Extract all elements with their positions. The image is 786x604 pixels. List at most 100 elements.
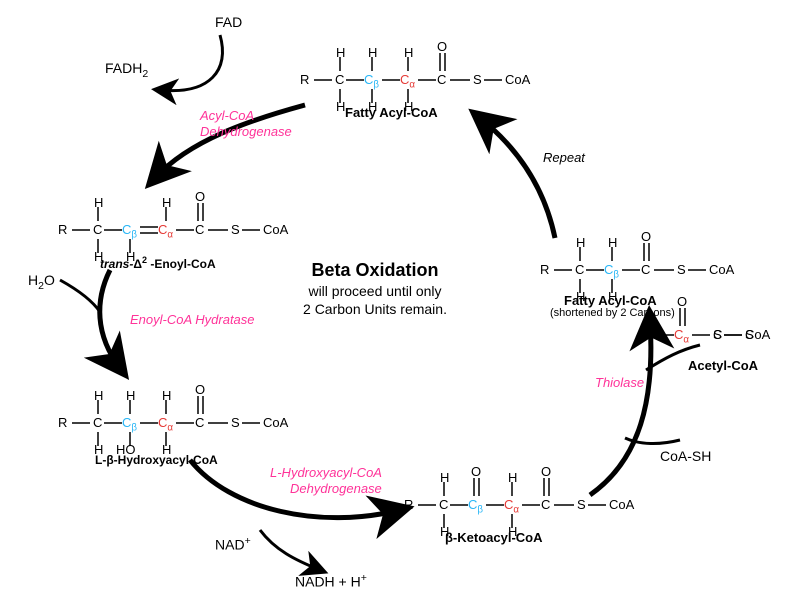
- title-main: Beta Oxidation: [275, 260, 475, 281]
- a: S: [231, 415, 240, 430]
- a: C: [335, 72, 344, 87]
- a: CoA: [263, 222, 288, 237]
- enzyme-hydroxyacyl-coa-dehydrogenase-1: L-Hydroxyacyl-CoA: [270, 465, 382, 480]
- a: C: [641, 262, 650, 277]
- a: C: [364, 72, 373, 87]
- enzyme-hydroxyacyl-coa-dehydrogenase-2: Dehydrogenase: [290, 481, 382, 496]
- enzyme-acyl-coa-dehydrogenase-2: Dehydrogenase: [200, 124, 292, 139]
- a: H: [608, 289, 617, 304]
- cofactor-nad-sup: +: [245, 535, 251, 547]
- a: H: [126, 249, 135, 264]
- name-hydroxyacyl-coa: L-β-Hydroxyacyl-CoA: [95, 453, 218, 467]
- a: C: [400, 72, 409, 87]
- a: H: [404, 45, 413, 60]
- a: S: [231, 222, 240, 237]
- a: R: [540, 262, 549, 277]
- struct-acetyl-coa-tail: S CoA: [642, 290, 786, 363]
- cofactor-nad-text: NAD: [215, 537, 245, 553]
- a: H: [336, 45, 345, 60]
- cofactor-nadh-sup: +: [361, 572, 367, 584]
- a: R: [300, 72, 309, 87]
- a: α: [167, 423, 173, 434]
- a: H: [336, 99, 345, 114]
- a: C: [541, 497, 550, 512]
- cofactor-fad: FAD: [215, 14, 242, 30]
- struct-enoyl-coa: R C H H Cβ H Cα H C O S CoA: [58, 185, 298, 255]
- a: O: [641, 229, 651, 244]
- title-sub2: 2 Carbon Units remain.: [275, 300, 475, 318]
- a: CoA: [709, 262, 734, 277]
- a: H: [508, 524, 517, 539]
- cofactor-nadh-text: NADH + H: [295, 574, 361, 590]
- struct-hydroxyacyl-coa: R C H H Cβ H HO Cα H H C O S CoA: [58, 378, 298, 453]
- struct-ketoacyl-coa: R C H H Cβ O Cα H H C O S CoA: [404, 460, 644, 530]
- a: C: [93, 222, 102, 237]
- name-fatty-acyl-coa: Fatty Acyl-CoA: [345, 105, 438, 120]
- a: O: [195, 382, 205, 397]
- a: CoA: [263, 415, 288, 430]
- a: H: [576, 289, 585, 304]
- a: C: [468, 497, 477, 512]
- a: R: [404, 497, 413, 512]
- a: O: [541, 464, 551, 479]
- a: CoA: [505, 72, 530, 87]
- a: C: [122, 222, 131, 237]
- repeat-label: Repeat: [543, 150, 585, 165]
- a: H: [508, 470, 517, 485]
- cofactor-fadh2-text: FADH: [105, 60, 142, 76]
- a: β: [131, 230, 137, 241]
- a: C: [93, 415, 102, 430]
- a: H: [94, 249, 103, 264]
- cofactor-h2o-o: O: [44, 272, 55, 288]
- a: H: [576, 235, 585, 250]
- struct-fatty-acyl-coa-short: R C H H Cβ H H C O S CoA: [540, 225, 740, 295]
- enzyme-thiolase: Thiolase: [595, 375, 644, 390]
- a: β: [373, 80, 379, 91]
- enzyme-acyl-coa-dehydrogenase-1: Acyl-CoA: [200, 108, 254, 123]
- a: S: [473, 72, 482, 87]
- a: β: [477, 505, 483, 516]
- a: C: [195, 415, 204, 430]
- a: O: [195, 189, 205, 204]
- a: H: [440, 524, 449, 539]
- name-ketoacyl-coa: β-Ketoacyl-CoA: [445, 530, 543, 545]
- a: C: [122, 415, 131, 430]
- a: β: [613, 270, 619, 281]
- a: CoA: [609, 497, 634, 512]
- a: HO: [116, 442, 136, 457]
- cofactor-nad: NAD+: [215, 535, 251, 553]
- a: H: [94, 388, 103, 403]
- cofactor-h2o-h: H: [28, 272, 38, 288]
- a: O: [471, 464, 481, 479]
- a: H: [162, 195, 171, 210]
- a: C: [504, 497, 513, 512]
- a: O: [437, 39, 447, 54]
- enzyme-enoyl-coa-hydratase: Enoyl-CoA Hydratase: [130, 312, 255, 327]
- cofactor-coash: CoA-SH: [660, 448, 711, 464]
- a: β: [131, 423, 137, 434]
- name-enoyl-rest: -Enoyl-CoA: [147, 257, 216, 271]
- a: H: [608, 235, 617, 250]
- cofactor-nadh: NADH + H+: [295, 572, 367, 590]
- a: H: [404, 99, 413, 114]
- a: C: [437, 72, 446, 87]
- a: H: [94, 195, 103, 210]
- a: C: [158, 222, 167, 237]
- a: H: [162, 442, 171, 457]
- a: S: [713, 327, 722, 342]
- a: α: [167, 230, 173, 241]
- a: α: [409, 80, 415, 91]
- a: α: [513, 505, 519, 516]
- a: H: [162, 388, 171, 403]
- a: R: [58, 415, 67, 430]
- a: CoA: [745, 327, 770, 342]
- a: C: [575, 262, 584, 277]
- struct-fatty-acyl-coa: R C H H Cβ H H Cα H H C O S CoA: [300, 35, 540, 105]
- a: S: [677, 262, 686, 277]
- a: C: [604, 262, 613, 277]
- a: H: [126, 388, 135, 403]
- a: H: [368, 99, 377, 114]
- title-sub1: will proceed until only: [275, 282, 475, 300]
- a: C: [195, 222, 204, 237]
- cofactor-fadh2-sub: 2: [142, 68, 148, 80]
